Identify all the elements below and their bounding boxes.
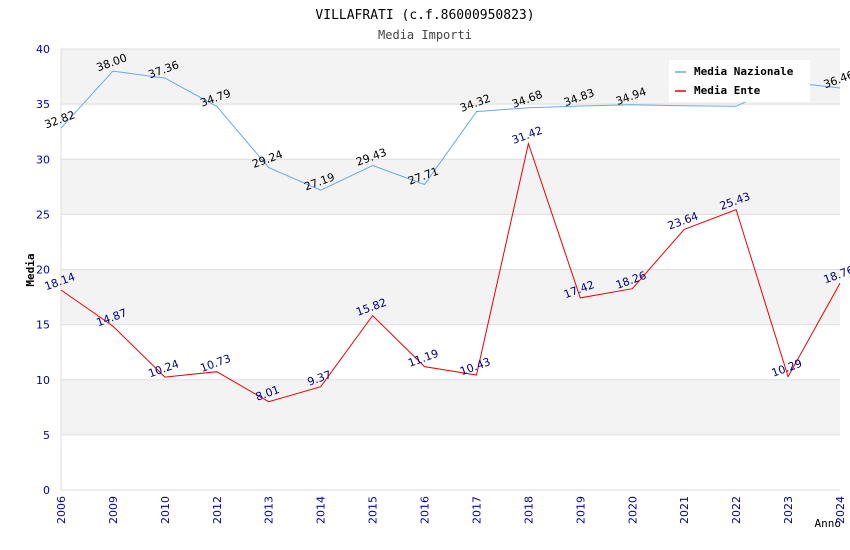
y-tick-label: 25	[36, 208, 50, 221]
y-tick-label: 30	[36, 153, 50, 166]
y-tick-label: 0	[43, 484, 50, 497]
x-tick-label: 2021	[678, 496, 691, 524]
legend-label-ente: Media Ente	[694, 84, 761, 97]
series-line	[60, 70, 841, 191]
x-tick-label: 2012	[211, 496, 224, 524]
series-lines	[60, 70, 841, 403]
x-tick-label: 2016	[419, 496, 432, 524]
x-tick-label: 2018	[522, 496, 535, 524]
grid-band	[61, 379, 840, 435]
chart-title: VILLAFRATI (c.f.86000950823)	[315, 8, 534, 23]
grid-band	[61, 324, 840, 380]
grid-band	[61, 159, 840, 215]
grid-band	[61, 434, 840, 490]
legend-box	[669, 60, 810, 102]
gridlines	[61, 48, 840, 491]
x-tick-label: 2024	[834, 496, 847, 524]
x-tick-label: 2013	[263, 496, 276, 524]
grid-bands	[61, 49, 840, 490]
chart-subtitle: Media Importi	[378, 28, 472, 42]
y-tick-label: 5	[43, 429, 50, 442]
y-axis-title: Media	[24, 253, 37, 286]
x-tick-label: 2023	[782, 496, 795, 524]
y-tick-labels: 0 5 10 15 20 25 30 35 40	[36, 43, 50, 497]
x-tick-label: 2020	[626, 496, 639, 524]
y-tick-label: 40	[36, 43, 50, 56]
legend-label-nazionale: Media Nazionale	[694, 65, 794, 78]
x-tick-label: 2009	[107, 496, 120, 524]
x-tick-label: 2010	[159, 496, 172, 524]
x-tick-label: 2019	[574, 496, 587, 524]
y-tick-label: 10	[36, 374, 50, 387]
x-tick-label: 2015	[367, 496, 380, 524]
y-tick-label: 20	[36, 264, 50, 277]
x-axis-title: Anno	[815, 517, 842, 530]
series-line	[60, 141, 841, 403]
grid-band	[61, 214, 840, 270]
legend: Media Nazionale Media Ente	[669, 60, 810, 102]
y-tick-label: 15	[36, 319, 50, 332]
grid-band	[61, 269, 840, 325]
x-tick-label: 2006	[55, 496, 68, 524]
x-tick-labels: 2006 2009 2010 2012 2013 2014 2015 2016 2017 2018…	[55, 496, 847, 524]
y-tick-label: 35	[36, 98, 50, 111]
x-tick-label: 2022	[730, 496, 743, 524]
x-tick-label: 2014	[315, 496, 328, 524]
x-tick-label: 2017	[470, 496, 483, 524]
grid-band	[61, 104, 840, 160]
